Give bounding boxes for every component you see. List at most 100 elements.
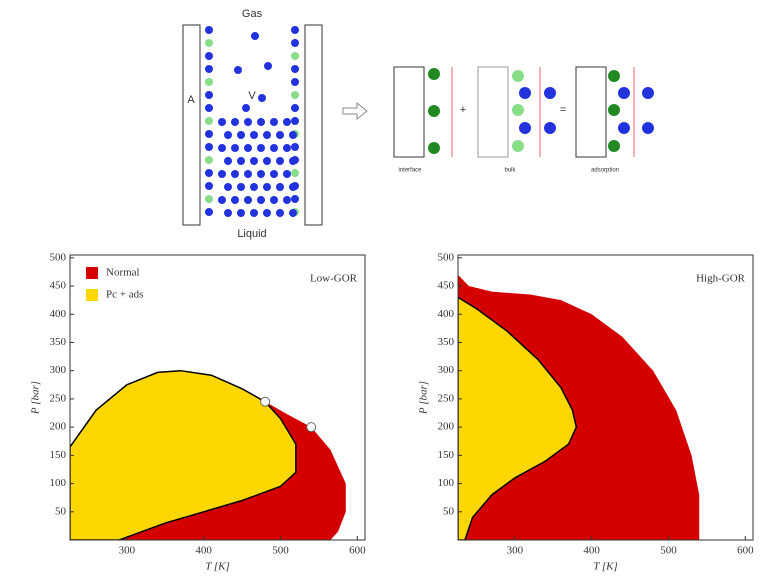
molecules [205,26,654,217]
molecule [205,156,213,164]
y-tick-label: 50 [55,505,67,517]
molecule [608,104,620,116]
y-tick-label: 300 [50,364,67,376]
x-axis-label: T [K] [205,561,230,573]
molecule [283,144,291,152]
plot-frame [457,254,754,541]
gas-label: Gas [242,8,263,20]
y-tick-label: 250 [50,392,67,404]
part-label: adsorption [591,168,619,174]
y-tick-label: 400 [438,308,455,320]
molecule [205,26,213,34]
molecule [291,195,299,203]
molecule [291,78,299,86]
chart-title: High-GOR [696,273,746,285]
box-interface [393,66,425,158]
y-tick-label: 150 [438,449,455,461]
molecule [257,144,265,152]
legend-swatch [86,267,98,279]
molecule [257,196,265,204]
molecule [289,157,297,165]
molecule [519,122,531,134]
legend-label: Pc + ads [106,289,143,301]
x-axis-label: T [K] [593,561,618,573]
y-tick-label: 100 [438,477,455,489]
molecule [218,196,226,204]
x-tick-label: 300 [119,545,136,557]
molecule [263,183,271,191]
legend-swatch [86,289,98,301]
molecule [257,118,265,126]
y-axis-label: P [bar] [30,381,42,415]
point [260,396,271,407]
region [70,369,297,540]
molecule [291,65,299,73]
volume-label: V [248,90,256,102]
y-tick-label: 200 [438,421,455,433]
x-tick-label: 500 [272,545,289,557]
molecule [205,104,213,112]
molecule [618,87,630,99]
region [458,296,578,540]
molecule [244,196,252,204]
y-tick-label: 100 [50,477,67,489]
x-tick-label: 600 [349,545,366,557]
box-bulk [477,66,509,158]
legend-label: Normal [106,267,140,279]
molecule [291,26,299,34]
molecule [270,118,278,126]
molecule [205,91,213,99]
molecule [283,118,291,126]
molecule [251,32,259,40]
x-tick-label: 500 [660,545,677,557]
y-tick-label: 350 [50,336,67,348]
y-tick-label: 500 [438,251,455,263]
y-tick-label: 50 [443,505,455,517]
y-tick-label: 450 [438,280,455,292]
molecule [270,144,278,152]
molecule [250,183,258,191]
molecule [258,94,266,102]
molecule [291,143,299,151]
molecule [428,142,440,154]
wall-label: A [187,94,195,106]
y-tick-label: 450 [50,280,67,292]
molecule [291,104,299,112]
molecule [205,78,213,86]
chart-title: Low-GOR [310,273,358,285]
liquid-label: Liquid [237,228,266,240]
molecule [263,131,271,139]
molecule [231,118,239,126]
molecule [291,91,299,99]
y-tick-label: 300 [438,364,455,376]
x-tick-label: 600 [737,545,754,557]
molecule [224,131,232,139]
molecule [224,157,232,165]
y-tick-label: 350 [438,336,455,348]
molecule [237,131,245,139]
molecule [244,118,252,126]
molecule [205,169,213,177]
molecule [244,144,252,152]
molecule [270,196,278,204]
box-adsorption [575,66,607,158]
y-tick-label: 400 [50,308,67,320]
molecule [242,104,250,112]
molecule [264,62,272,70]
molecule [250,157,258,165]
molecule [512,70,524,82]
part-label: interface [398,168,422,174]
molecule [218,118,226,126]
molecule [289,209,297,217]
molecule [544,87,556,99]
molecule [205,195,213,203]
arrow [342,101,368,121]
molecule [205,130,213,138]
molecule [428,68,440,80]
y-tick-label: 250 [438,392,455,404]
point [306,422,317,433]
molecule [291,39,299,47]
molecule [237,209,245,217]
molecule [231,144,239,152]
molecule [205,65,213,73]
